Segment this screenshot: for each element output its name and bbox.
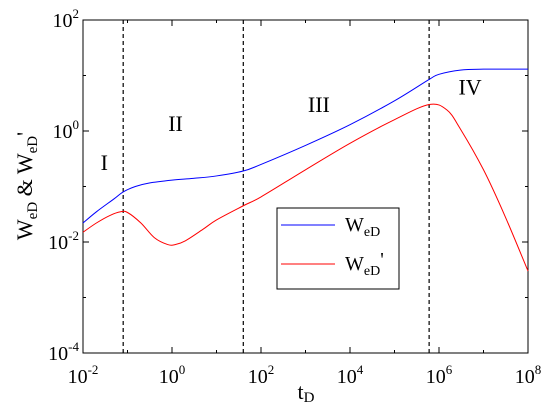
legend: WeD WeD' <box>276 207 400 290</box>
x-tick-label-1e8: 108 <box>515 362 542 388</box>
series-line-weD-prime <box>82 103 529 272</box>
y-axis-label: WeD & WeD' <box>12 132 41 240</box>
x-axis-label-main: t <box>298 379 304 404</box>
x-tick-label-1e4: 104 <box>337 362 364 388</box>
y-tick-label-1e-2: 10-2 <box>48 228 79 254</box>
x-tick-label-1e2: 102 <box>248 362 275 388</box>
legend-label-weD-prime: WeD' <box>345 249 384 279</box>
x-tick-label-1e6: 106 <box>426 362 453 388</box>
region-label-i: I <box>101 150 108 175</box>
legend-label-weD-prime-main: W <box>345 253 364 275</box>
y-tick-label-1e-4: 10-4 <box>48 339 79 365</box>
region-label-iv: IV <box>458 75 481 100</box>
legend-label-weD-prime-suffix: ' <box>380 249 384 271</box>
x-axis-label: tD <box>298 379 315 406</box>
x-axis-label-sub: D <box>304 390 315 406</box>
region-label-ii: II <box>168 111 183 136</box>
legend-label-weD-main: W <box>345 214 364 236</box>
region-label-iii: III <box>308 92 330 117</box>
x-tick-label-1e-2: 10-2 <box>68 362 99 388</box>
series-line-weD <box>82 68 529 224</box>
legend-label-weD-prime-sub: eD <box>364 264 380 279</box>
y-tick-label-1e2: 102 <box>53 6 80 32</box>
legend-label-weD-sub: eD <box>364 225 380 240</box>
x-tick-label-1e0: 100 <box>159 362 186 388</box>
y-tick-label-1e0: 100 <box>53 117 80 143</box>
legend-box <box>276 207 400 290</box>
legend-label-weD: WeD <box>345 214 380 240</box>
